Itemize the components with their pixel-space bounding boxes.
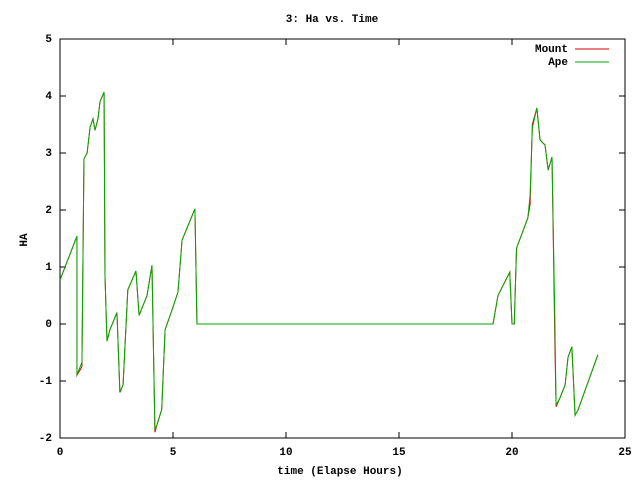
y-tick-label: 4 xyxy=(45,91,52,103)
x-tick-label: 10 xyxy=(279,447,292,459)
x-tick-label: 5 xyxy=(170,447,177,459)
legend-label: Ape xyxy=(548,57,568,69)
y-axis-label: HA xyxy=(19,233,31,247)
series-line xyxy=(59,91,599,431)
series-line xyxy=(59,91,599,433)
legend-label: Mount xyxy=(535,44,568,56)
plot-frame xyxy=(59,38,626,439)
y-tick-label: 0 xyxy=(45,319,52,331)
y-tick-label: 1 xyxy=(45,262,52,274)
y-tick-label: 2 xyxy=(45,205,52,217)
y-tick-label: -2 xyxy=(39,433,52,445)
y-tick-label: 3 xyxy=(45,148,52,160)
x-tick-label: 25 xyxy=(618,447,632,459)
y-tick-label: -1 xyxy=(39,376,53,388)
x-tick-label: 20 xyxy=(505,447,518,459)
x-tick-label: 15 xyxy=(392,447,406,459)
chart-title: 3: Ha vs. Time xyxy=(286,14,379,26)
y-tick-label: 5 xyxy=(45,34,52,46)
x-tick-label: 0 xyxy=(57,447,64,459)
x-axis-label: time (Elapse Hours) xyxy=(277,466,402,478)
